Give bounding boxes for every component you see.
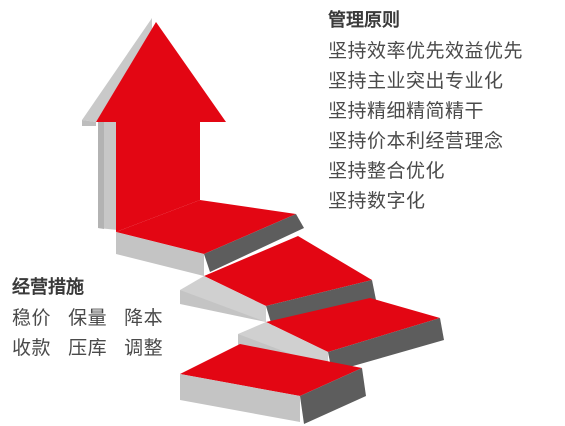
measure-line: 收款 压库 调整 [12,337,164,359]
operating-measures-title: 经营措施 [12,277,84,298]
measure-line: 稳价 保量 降本 [12,307,164,329]
principle-item: 坚持数字化 [328,190,426,212]
step-2 [180,236,376,326]
operating-measures-block: 经营措施 稳价 保量 降本 收款 压库 调整 [12,273,202,363]
step-3-riser-left [238,322,328,368]
step-4-top [180,344,362,396]
management-principles-title: 管理原则 [328,10,400,31]
step-3-side [328,318,444,372]
arrow-head [96,22,226,122]
arrow-shaft-side-shade [98,122,104,229]
step-4-side [300,368,366,424]
step-4-front [180,374,300,422]
principle-item: 坚持效率优先效益优先 [328,40,524,62]
step-1 [116,200,304,276]
step-4 [180,344,366,424]
principle-item: 坚持整合优化 [328,160,446,182]
step-1-side [204,214,304,272]
principle-item: 坚持价本利经营理念 [328,130,504,152]
arrow-head-shadow [82,18,152,122]
management-principles-block: 管理原则 坚持效率优先效益优先 坚持主业突出专业化 坚持精细精简精干 坚持价本利… [328,6,560,216]
step-2-riser-left [180,276,266,322]
step-1-top [116,200,296,254]
step-2-side [266,280,376,326]
up-arrow [82,18,226,232]
arrow-shaft [116,122,200,232]
arrow-head-shadow-lower [82,120,96,126]
step-3-top [266,298,440,352]
principle-item: 坚持主业突出专业化 [328,70,504,92]
step-1-front [116,232,204,276]
principle-item: 坚持精细精简精干 [328,100,485,122]
step-2-top [204,236,372,306]
